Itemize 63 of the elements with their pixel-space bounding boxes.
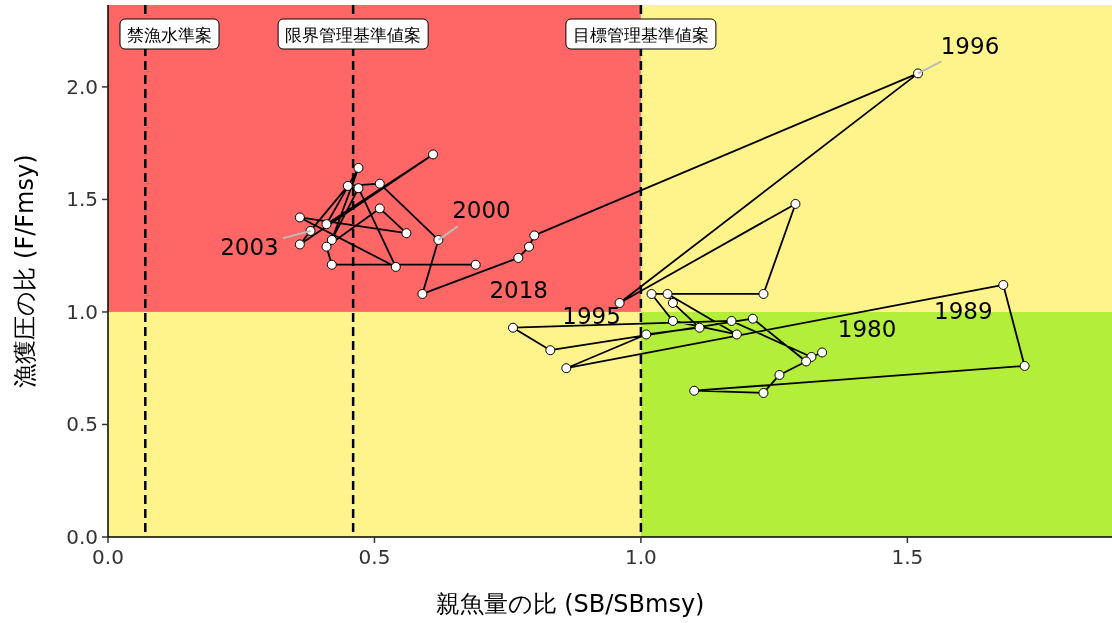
point [390, 261, 401, 272]
point [561, 363, 572, 374]
point [726, 315, 737, 326]
annotation: 2000 [452, 196, 511, 223]
point [294, 239, 305, 250]
ref-line-label: 目標管理基準値案 [572, 25, 709, 45]
point [758, 288, 769, 299]
point [646, 288, 657, 299]
x-tick-label: 1.5 [891, 545, 924, 569]
y-tick-label: 1.0 [66, 299, 98, 324]
point [774, 369, 785, 380]
point [524, 241, 534, 252]
y-tick-label: 1.5 [66, 187, 98, 212]
point [513, 252, 524, 263]
point [321, 219, 332, 230]
ref-label: 目標管理基準値案 [565, 18, 717, 50]
annotation: 2018 [489, 276, 548, 303]
ref-label: 限界管理基準値案 [277, 18, 429, 50]
point [294, 212, 305, 223]
point [747, 313, 758, 324]
point [508, 322, 519, 333]
point [817, 347, 828, 358]
point [321, 241, 332, 252]
ref-label: 禁漁水準案 [119, 18, 220, 50]
point [667, 297, 678, 308]
ref-line-label: 限界管理基準値案 [285, 25, 422, 45]
point [470, 259, 481, 270]
point [353, 183, 364, 194]
point [614, 297, 625, 308]
annotation: 1996 [940, 33, 1000, 60]
x-tick-label: 0.5 [358, 545, 391, 569]
point [353, 162, 364, 173]
point [417, 288, 428, 299]
y-tick-label: 0.5 [66, 412, 98, 437]
point [689, 385, 700, 396]
point [342, 180, 353, 191]
point [1019, 360, 1030, 371]
y-tick-label: 2.0 [66, 74, 98, 99]
point [662, 288, 673, 299]
annotation: 1995 [562, 302, 621, 329]
point [401, 228, 412, 239]
point [374, 178, 385, 189]
point [326, 259, 337, 270]
point [801, 356, 812, 367]
point [790, 198, 801, 209]
point [374, 203, 385, 214]
x-axis-title: 親魚量の比 (SB/SBmsy) [435, 590, 705, 618]
point [667, 315, 678, 326]
annotation: 1980 [837, 316, 897, 343]
point [998, 279, 1009, 290]
annotation: 1989 [934, 297, 993, 324]
x-tick-label: 1.0 [625, 545, 657, 569]
point [545, 345, 556, 356]
point [326, 234, 337, 245]
annotation: 2003 [220, 233, 279, 260]
ref-line-label: 禁漁水準案 [127, 25, 212, 45]
point [529, 230, 540, 241]
point [758, 387, 769, 398]
point [731, 329, 742, 340]
y-axis-title: 漁獲圧の比 (F/Fmsy) [11, 154, 39, 388]
point [428, 149, 439, 160]
point [641, 329, 652, 340]
point [694, 322, 705, 333]
